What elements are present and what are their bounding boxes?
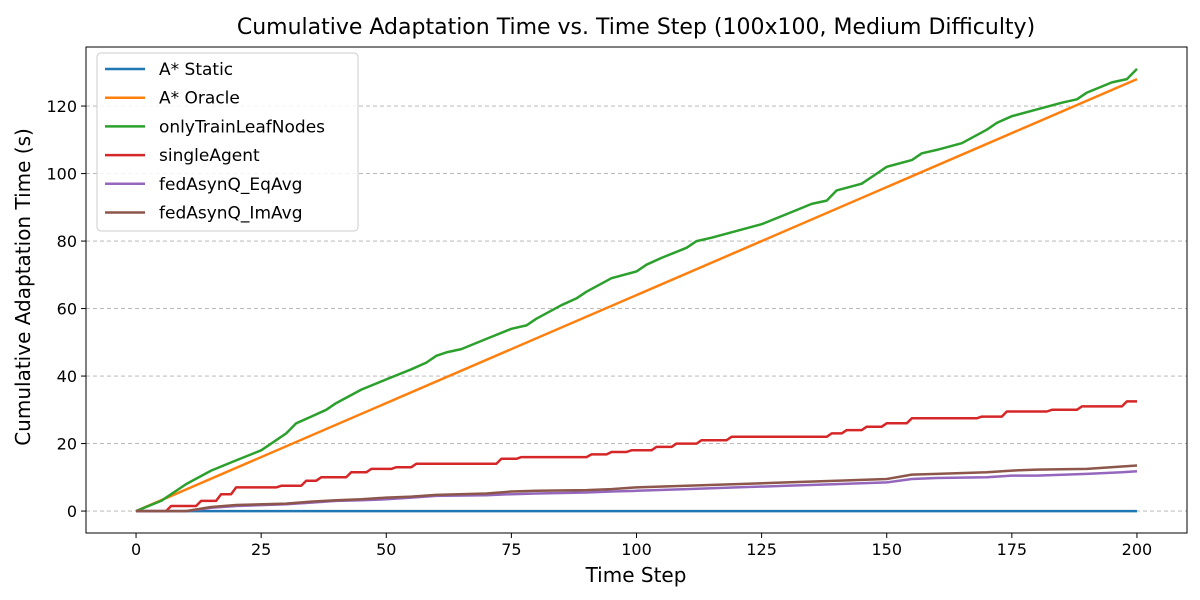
y-axis: 0 20 40 60 80 100 120	[46, 97, 86, 521]
x-tick-label: 50	[376, 540, 396, 559]
legend-entry: A* Oracle	[159, 89, 240, 109]
x-axis: 0 25 50 75 100 125 150 175 200	[131, 533, 1152, 559]
x-tick-label: 125	[746, 540, 777, 559]
y-tick-label: 20	[57, 435, 77, 454]
x-tick-label: 0	[131, 540, 141, 559]
y-tick-label: 100	[46, 165, 77, 184]
chart-title: Cumulative Adaptation Time vs. Time Step…	[237, 15, 1035, 40]
legend: A* Static A* Oracle onlyTrainLeafNodes sing…	[96, 52, 359, 232]
series-layer	[135, 68, 1138, 513]
legend-entry: fedAsynQ_EqAvg	[159, 175, 302, 195]
y-tick-label: 120	[46, 97, 77, 116]
legend-entry: A* Static	[159, 60, 233, 80]
x-axis-label: Time Step	[585, 563, 687, 587]
x-tick-label: 150	[871, 540, 902, 559]
y-tick-label: 80	[57, 232, 77, 251]
y-tick-label: 60	[57, 300, 77, 319]
x-tick-label: 175	[997, 540, 1028, 559]
x-tick-label: 200	[1122, 540, 1153, 559]
series-line	[136, 464, 1138, 513]
x-tick-label: 25	[251, 540, 271, 559]
legend-box	[96, 52, 359, 232]
x-tick-label: 100	[621, 540, 652, 559]
series-line	[136, 400, 1137, 513]
y-axis-label: Cumulative Adaptation Time (s)	[11, 128, 35, 446]
legend-entry: singleAgent	[159, 146, 260, 166]
x-tick-label: 75	[501, 540, 521, 559]
y-tick-label: 40	[57, 367, 77, 386]
legend-entry: fedAsynQ_ImAvg	[159, 204, 303, 224]
series-line	[135, 77, 1138, 513]
series-line	[135, 68, 1138, 513]
legend-entry: onlyTrainLeafNodes	[159, 117, 325, 137]
series-line	[136, 469, 1138, 513]
y-tick-label: 0	[67, 502, 77, 521]
